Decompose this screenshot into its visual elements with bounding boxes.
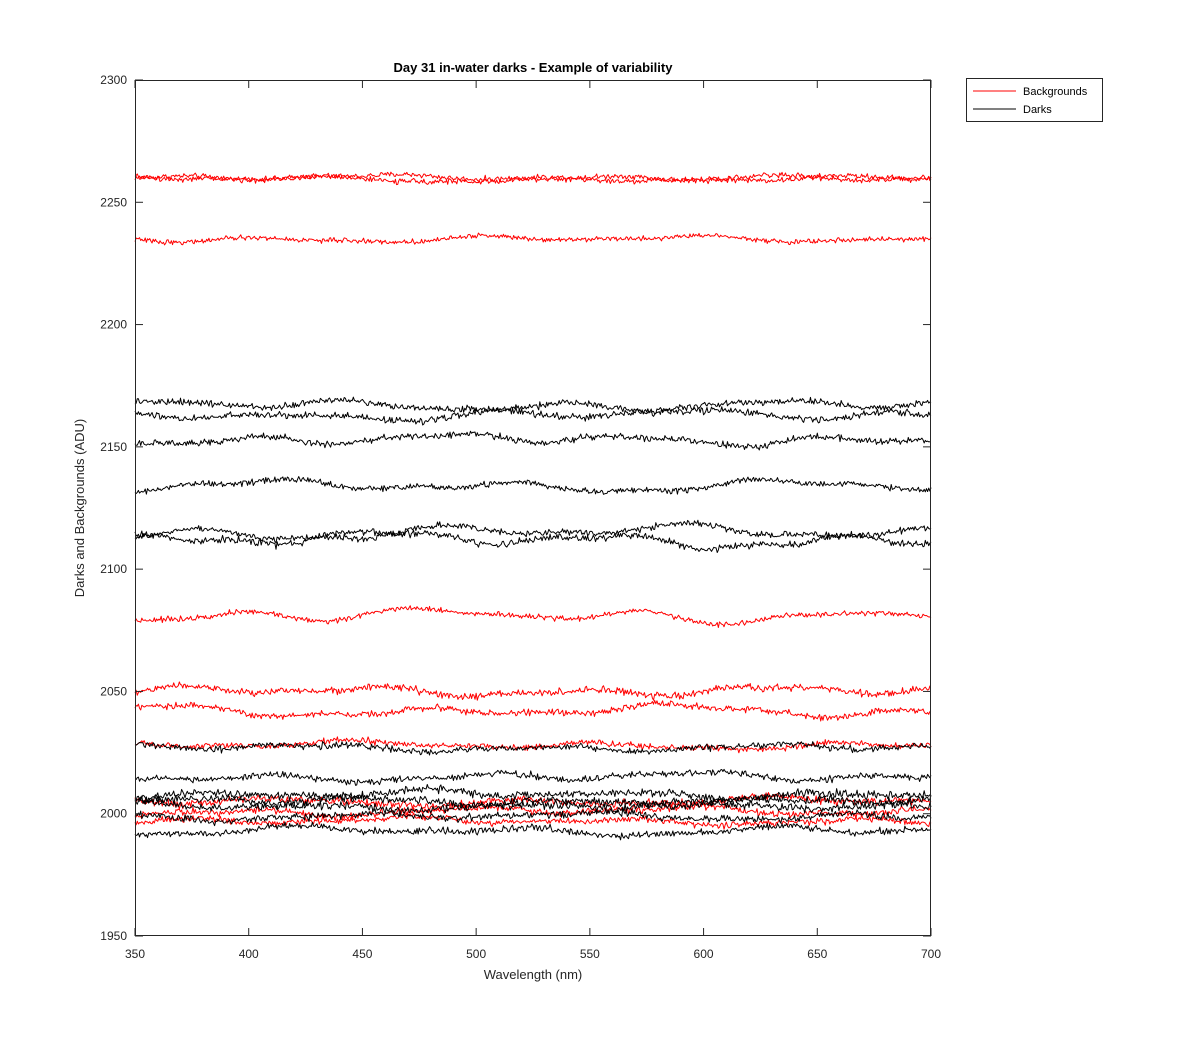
series-line-darks bbox=[134, 430, 931, 451]
y-tick-label: 1950 bbox=[100, 929, 127, 943]
series-line-backgrounds bbox=[134, 681, 932, 701]
y-tick-label: 2300 bbox=[100, 73, 127, 87]
x-axis: 350 400 450 500 550 600 650 700 bbox=[125, 80, 941, 961]
x-tick-label: 350 bbox=[125, 947, 145, 961]
series-line-darks bbox=[134, 768, 932, 786]
y-tick-label: 2100 bbox=[100, 562, 127, 576]
series-line-darks bbox=[134, 741, 932, 756]
series-line-backgrounds bbox=[134, 801, 932, 822]
series-line-backgrounds bbox=[134, 605, 932, 629]
y-axis-label: Darks and Backgrounds (ADU) bbox=[72, 419, 87, 597]
series-line-darks bbox=[134, 476, 932, 495]
plot-area bbox=[135, 80, 931, 936]
x-tick-label: 700 bbox=[921, 947, 941, 961]
x-tick-label: 450 bbox=[352, 947, 372, 961]
series-line-darks bbox=[134, 808, 932, 827]
y-tick-label: 2150 bbox=[100, 440, 127, 454]
series-line-backgrounds bbox=[134, 171, 932, 186]
series-line-darks bbox=[134, 821, 932, 841]
series-layer bbox=[134, 171, 932, 841]
x-tick-label: 600 bbox=[694, 947, 714, 961]
series-line-backgrounds bbox=[134, 699, 932, 722]
legend-label-darks: Darks bbox=[1023, 104, 1052, 116]
x-tick-label: 400 bbox=[239, 947, 259, 961]
x-tick-label: 550 bbox=[580, 947, 600, 961]
series-line-darks bbox=[134, 396, 932, 415]
y-tick-label: 2250 bbox=[100, 195, 127, 209]
series-line-darks bbox=[134, 783, 932, 804]
y-tick-label: 2200 bbox=[100, 318, 127, 332]
x-axis-label: Wavelength (nm) bbox=[484, 967, 583, 982]
x-tick-label: 650 bbox=[807, 947, 827, 961]
series-line-darks bbox=[134, 797, 932, 817]
y-tick-label: 2000 bbox=[100, 807, 127, 821]
legend: Backgrounds Darks bbox=[966, 78, 1103, 122]
chart-title: Day 31 in-water darks - Example of varia… bbox=[394, 60, 674, 75]
y-tick-label: 2050 bbox=[100, 684, 127, 698]
series-line-darks bbox=[134, 519, 932, 544]
legend-box bbox=[966, 78, 1103, 122]
legend-label-backgrounds: Backgrounds bbox=[1023, 86, 1088, 98]
series-line-darks bbox=[134, 528, 932, 554]
series-line-darks bbox=[134, 406, 932, 426]
y-axis: 1950 2000 2050 2100 2150 2200 2250 2300 bbox=[100, 73, 931, 943]
series-line-backgrounds bbox=[134, 736, 932, 754]
series-line-backgrounds bbox=[134, 232, 932, 246]
plot-frame bbox=[135, 80, 931, 936]
x-tick-label: 500 bbox=[466, 947, 486, 961]
